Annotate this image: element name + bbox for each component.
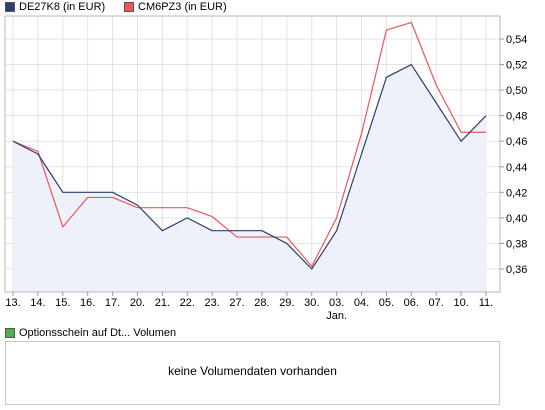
y-tick-label: 0,36 xyxy=(506,264,527,276)
x-month-label: Jan. xyxy=(326,310,347,322)
y-tick-label: 0,46 xyxy=(506,136,527,148)
x-tick-label: 11. xyxy=(479,297,493,309)
x-tick-label: 16. xyxy=(80,297,95,309)
x-tick-label: 20. xyxy=(130,297,145,309)
legend-series-1: DE27K8 (in EUR) xyxy=(5,1,105,13)
legend-series-2: CM6PZ3 (in EUR) xyxy=(124,1,227,13)
legend-label-volume: Optionsschein auf Dt... Volumen xyxy=(19,327,177,339)
y-tick-label: 0,50 xyxy=(506,85,527,97)
legend-swatch-volume xyxy=(5,328,15,338)
x-tick-label: 29. xyxy=(279,297,294,309)
volume-panel: keine Volumendaten vorhanden xyxy=(5,341,500,405)
x-tick-label: 17. xyxy=(105,297,120,309)
x-tick-label: 06. xyxy=(404,297,419,309)
price-chart: 0,36 0,38 0,40 0,42 0,44 0,46 0,48 0,50 0,52 0,54… xyxy=(4,15,527,322)
legend-swatch-series-1 xyxy=(5,2,15,12)
x-tick-label: 15. xyxy=(55,297,70,309)
x-tick-label: 28. xyxy=(254,297,269,309)
x-tick-label: 13. xyxy=(5,297,20,309)
series-line-1 xyxy=(12,63,487,270)
x-tick-label: 30. xyxy=(304,297,319,309)
x-tick-label: 22. xyxy=(180,297,195,309)
legend-label-series-2: CM6PZ3 (in EUR) xyxy=(138,1,227,13)
x-tick-label: 10. xyxy=(453,297,468,309)
series-lines xyxy=(12,21,487,270)
series-area-fill xyxy=(13,64,486,292)
x-tick-label: 03. xyxy=(329,297,344,309)
x-tick-label: 14. xyxy=(30,297,45,309)
y-axis: 0,36 0,38 0,40 0,42 0,44 0,46 0,48 0,50 0,52 0,54 xyxy=(500,34,527,276)
y-tick-label: 0,38 xyxy=(506,238,527,250)
series-line-2 xyxy=(12,21,486,268)
y-tick-label: 0,54 xyxy=(506,34,527,46)
y-tick-label: 0,42 xyxy=(506,187,527,199)
y-tick-label: 0,40 xyxy=(506,213,527,225)
legend-volume: Optionsschein auf Dt... Volumen xyxy=(5,327,176,339)
legend-label-series-1: DE27K8 (in EUR) xyxy=(19,1,106,13)
x-tick-label: 23. xyxy=(205,297,220,309)
x-tick-label: 05. xyxy=(379,297,394,309)
y-tick-label: 0,44 xyxy=(506,162,527,174)
plot-frame xyxy=(4,15,501,293)
no-volume-message: keine Volumendaten vorhanden xyxy=(168,364,337,378)
x-tick-label: 04. xyxy=(354,297,369,309)
area-fill xyxy=(13,64,486,292)
x-axis: 13. 14. 15. 16. 17. 20. 21. 22. 23. 27. 28. 29. 30. 0… xyxy=(5,292,493,322)
x-tick-label: 21. xyxy=(155,297,170,309)
x-tick-label: 27. xyxy=(229,297,244,309)
legend-swatch-series-2 xyxy=(124,2,134,12)
x-tick-label: 07. xyxy=(429,297,444,309)
y-tick-label: 0,48 xyxy=(506,111,527,123)
y-tick-label: 0,52 xyxy=(506,60,527,72)
